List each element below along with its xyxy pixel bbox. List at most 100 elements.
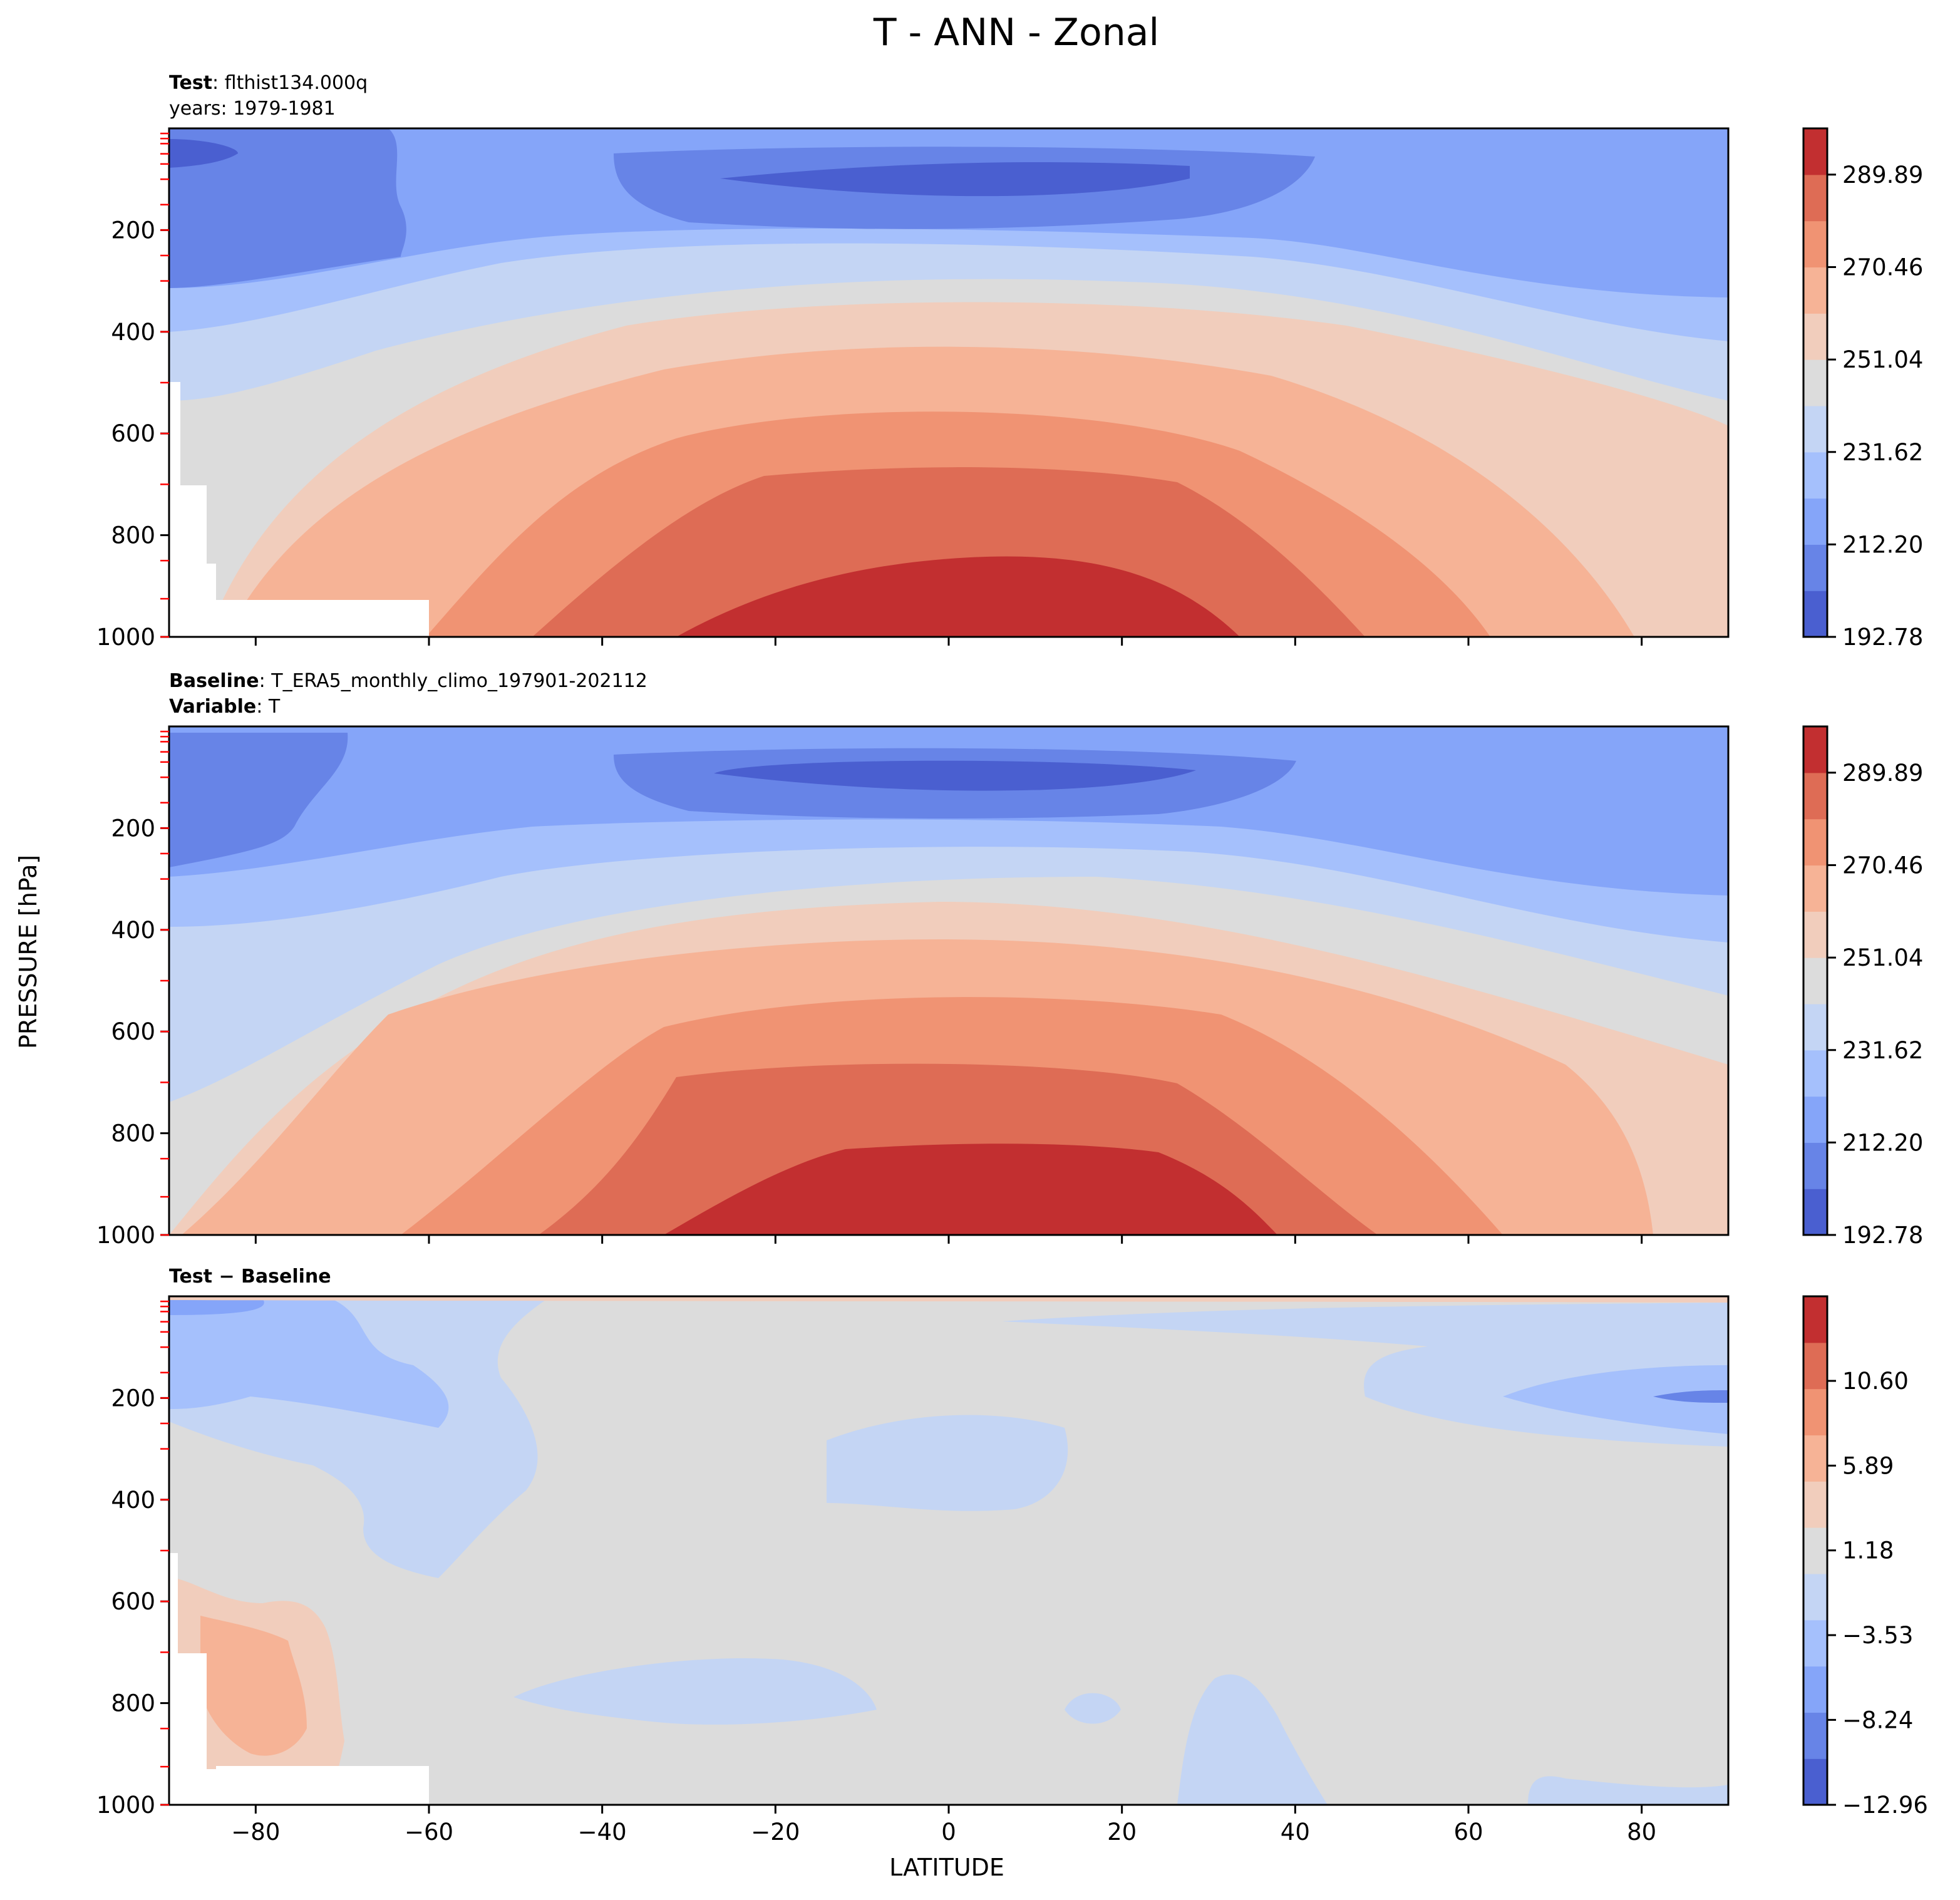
colorbar-tick-label: 1.18 [1842,1537,1894,1564]
test-field [169,128,1728,637]
colorbar-swatch [1803,1619,1827,1667]
diff-band-warm3 [169,1296,1728,1303]
colorbar-swatch [1803,865,1827,912]
y-tick-label: 800 [111,1120,155,1147]
colorbar-tick-label: −12.96 [1842,1792,1928,1819]
colorbar-tick-label: 231.62 [1842,439,1923,466]
panel-test: Test: flthist134.000q years: 1979-1981 2… [96,72,1924,651]
test-header-line2: years: 1979-1981 [169,98,336,120]
colorbar-swatch [1803,267,1827,314]
baseline-header-value: : T_ERA5_monthly_climo_197901-202112 [259,670,647,692]
colorbar-swatch [1803,818,1827,866]
colorbar-tick-label: 251.04 [1842,944,1923,971]
diff-field [169,1296,1728,1805]
colorbar-swatch [1803,1142,1827,1189]
diff-header-label: Test − Baseline [169,1266,331,1288]
diff-band-cool7 [1528,1776,1728,1805]
colorbar-tick-label: 270.46 [1842,254,1923,281]
colorbar-swatch [1803,452,1827,499]
colorbar-frame [1802,127,1828,638]
colorbar-tick-label: 270.46 [1842,852,1923,879]
y-tick-label: 400 [111,319,155,346]
y-tick-label: 200 [111,217,155,244]
x-tick-label: 60 [1453,1819,1483,1846]
test-header-line1: Test: flthist134.000q [169,72,368,94]
figure-title: T - ANN - Zonal [873,11,1159,54]
colorbar-tick-label: 10.60 [1842,1368,1909,1395]
colorbar-swatch [1803,1758,1827,1805]
y-tick-label: 800 [111,522,155,549]
diff-band-warm2 [200,1616,307,1756]
x-tick-label: 80 [1627,1819,1656,1846]
baseline-header-line2: Variable: T [169,696,281,718]
baseline-band-cool4 [169,733,348,867]
baseline-variable-value: : T [256,696,281,718]
diff-band-cool3 [827,1415,1068,1511]
diff-band-cool10 [169,1299,264,1315]
diff-band-cool11 [1653,1390,1728,1403]
y-tick-label: 1000 [96,624,155,651]
colorbar-swatch [1803,1296,1827,1343]
y-tick-label: 600 [111,1018,155,1045]
panel-baseline: Baseline: T_ERA5_monthly_climo_197901-20… [96,670,1924,1249]
colorbar-tick-label: 192.78 [1842,624,1923,651]
colorbar-swatch [1803,1003,1827,1051]
colorbar-swatch [1803,498,1827,545]
colorbar-tick-label: −3.53 [1842,1622,1913,1649]
x-tick-label: −20 [751,1819,800,1846]
x-axis-label: LATITUDE [889,1854,1004,1881]
y-tick-label: 200 [111,815,155,842]
colorbar-swatch [1803,359,1827,406]
colorbar-tick-label: 289.89 [1842,162,1923,188]
colorbar-tick-label: 231.62 [1842,1037,1923,1064]
y-tick-label: 600 [111,420,155,447]
colorbar-frame [1802,725,1828,1236]
test-band-cool7 [169,139,238,168]
colorbar-tick-label: 212.20 [1842,531,1923,558]
colorbar-swatch [1803,544,1827,591]
colorbar-swatch [1803,958,1827,1004]
test-missing [169,382,429,637]
test-band-cool6 [720,162,1190,197]
test-band-cool4 [169,128,406,288]
colorbar-swatch [1803,405,1827,453]
colorbar-tick-label: 289.89 [1842,760,1923,787]
baseline-field [169,726,1728,1235]
baseline-band-cool6 [714,760,1196,791]
colorbar-swatch [1803,726,1827,773]
colorbar-swatch [1803,772,1827,820]
y-tick-label: 800 [111,1690,155,1717]
y-tick-label: 1000 [96,1792,155,1819]
diff-band-cool6 [1177,1674,1328,1805]
diff-band-cool2 [1002,1303,1728,1447]
diff-band-cool8 [169,1296,449,1428]
baseline-header-line1: Baseline: T_ERA5_monthly_climo_197901-20… [169,670,647,692]
diff-band-cool9 [1503,1365,1728,1434]
diff-band-cool5 [1065,1693,1121,1724]
colorbar-swatch [1803,128,1827,175]
diff-band-cool4 [513,1658,877,1725]
colorbar-swatch [1803,911,1827,958]
y-tick-label: 600 [111,1588,155,1615]
colorbar-swatch [1803,1342,1827,1390]
colorbar-swatch [1803,1435,1827,1482]
colorbar-swatch [1803,1666,1827,1713]
y-axis-label: PRESSURE [hPa] [14,855,42,1049]
colorbar-swatch [1803,1189,1827,1236]
x-tick-label: 40 [1281,1819,1310,1846]
test-years: years: 1979-1981 [169,98,336,120]
colorbar-swatch [1803,1388,1827,1436]
x-tick-label: 0 [941,1819,956,1846]
baseline-variable-label: Variable [169,696,256,718]
baseline-header-label: Baseline [169,670,259,692]
y-tick-label: 1000 [96,1222,155,1249]
diff-header: Test − Baseline [169,1266,331,1288]
colorbar-swatch [1803,1096,1827,1143]
colorbar-swatch [1803,1527,1827,1574]
colorbar-swatch [1803,1573,1827,1621]
colorbar-tick-label: −8.24 [1842,1706,1913,1733]
colorbar-swatch [1803,1481,1827,1528]
colorbar-tick-label: 192.78 [1842,1222,1923,1249]
colorbar-swatch [1803,220,1827,268]
